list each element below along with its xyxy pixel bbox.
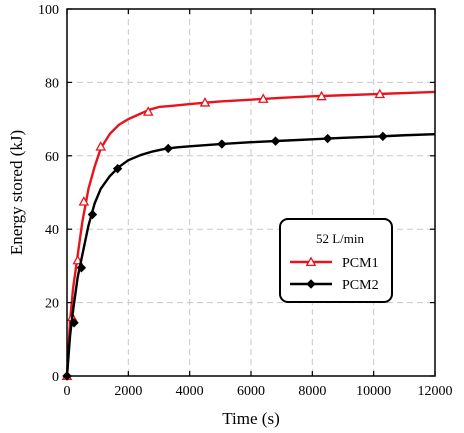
data-point-pcm1 <box>316 90 327 101</box>
series-line-pcm1 <box>65 90 436 377</box>
x-axis-title: Time (s) <box>222 409 279 428</box>
y-tick-label: 80 <box>45 76 59 91</box>
legend-swatch-marker <box>305 256 317 267</box>
data-point-pcm2 <box>112 163 123 174</box>
legend-label: PCM2 <box>342 278 379 293</box>
data-point-pcm1 <box>199 97 211 107</box>
x-tick-label: 10000 <box>356 384 391 399</box>
data-point-pcm2 <box>163 143 173 154</box>
x-tick-label: 6000 <box>237 384 265 399</box>
series-pcm2 <box>62 131 436 381</box>
data-point-pcm2 <box>378 131 388 142</box>
series-layer <box>61 88 436 381</box>
data-point-pcm1 <box>374 88 386 99</box>
x-tick-label: 0 <box>64 384 71 399</box>
legend: 52 L/min PCM1 PCM2 <box>279 218 393 303</box>
legend-label: PCM1 <box>342 256 379 271</box>
x-tick-label: 8000 <box>298 384 326 399</box>
legend-entries: PCM1 PCM2 <box>290 256 379 293</box>
legend-box <box>279 218 393 303</box>
y-tick-label: 100 <box>38 3 59 18</box>
data-point-pcm1 <box>142 106 154 116</box>
y-tick-label: 0 <box>52 370 59 385</box>
grid <box>67 9 435 376</box>
legend-entry-pcm1: PCM1 <box>290 256 379 271</box>
data-point-pcm2 <box>270 136 281 146</box>
data-point-pcm1 <box>95 141 107 151</box>
y-tick-label: 40 <box>45 223 59 238</box>
data-point-pcm2 <box>76 263 87 273</box>
legend-entry-pcm2: PCM2 <box>290 278 379 293</box>
x-tick-label: 4000 <box>176 384 204 399</box>
data-point-pcm2 <box>217 139 227 149</box>
data-point-pcm2 <box>87 209 98 220</box>
ticks: 0 2000 4000 6000 8000 10000 12000 0 20 40 60 80 100 <box>38 3 453 399</box>
data-point-pcm2 <box>69 318 79 328</box>
y-tick-label: 60 <box>45 150 59 165</box>
series-line-pcm2 <box>65 132 436 377</box>
legend-swatch-marker <box>306 279 316 289</box>
data-point-pcm1 <box>78 196 90 206</box>
data-point-pcm2 <box>322 133 333 144</box>
x-tick-label: 2000 <box>114 384 142 399</box>
data-point-pcm1 <box>257 93 269 103</box>
legend-title: 52 L/min <box>316 231 365 246</box>
x-tick-label: 12000 <box>418 384 453 399</box>
y-axis-title: Energy stored (kJ) <box>7 130 26 255</box>
y-tick-label: 20 <box>45 297 59 312</box>
